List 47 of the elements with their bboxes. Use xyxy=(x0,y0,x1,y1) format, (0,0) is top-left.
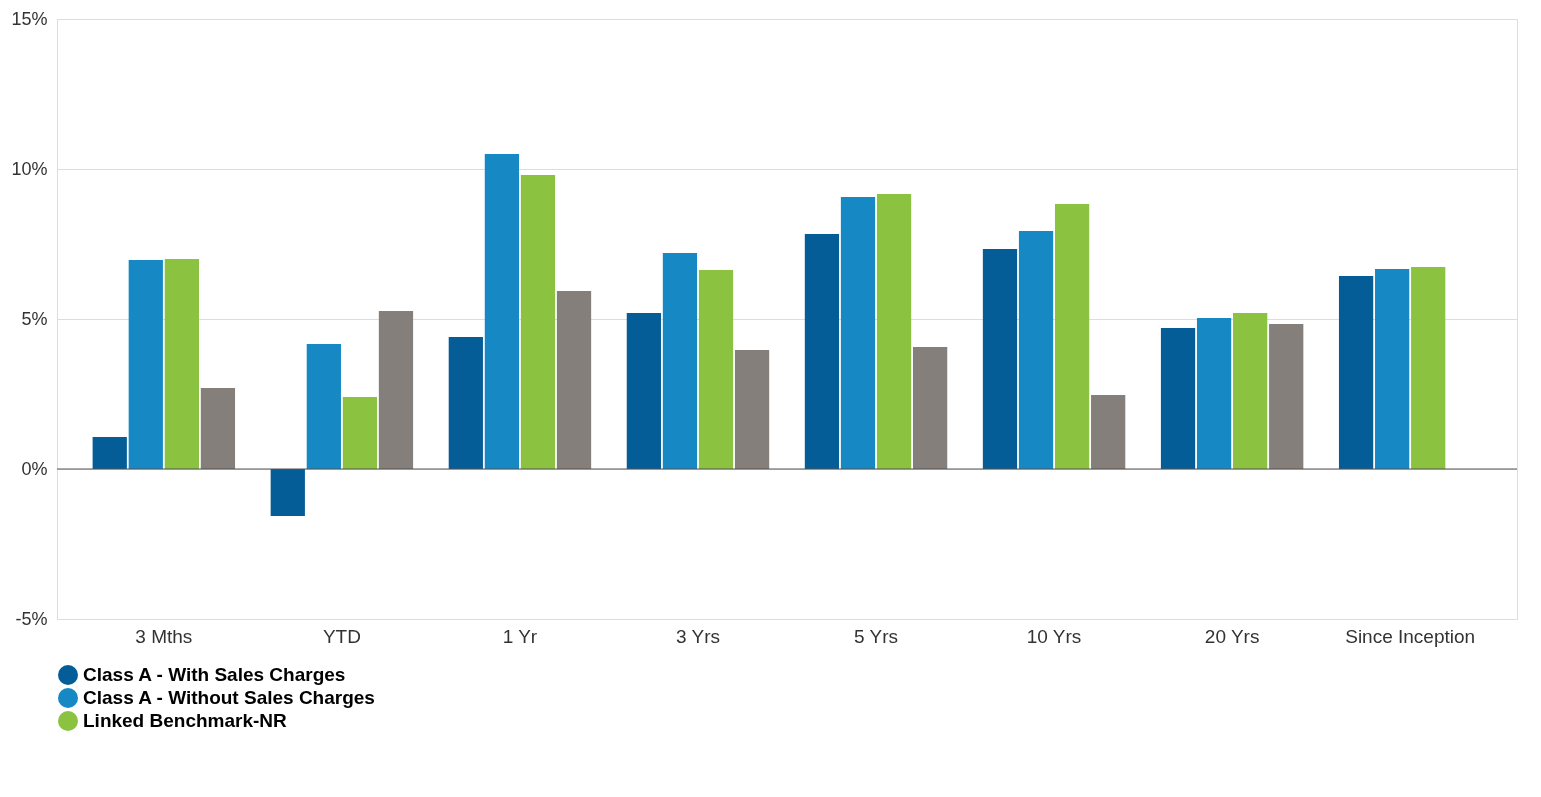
bar xyxy=(448,337,483,469)
bar xyxy=(698,270,734,469)
bar xyxy=(128,259,163,469)
bar xyxy=(1054,204,1090,469)
bar xyxy=(520,175,556,469)
x-tick-label: YTD xyxy=(322,625,361,647)
bar xyxy=(804,234,840,469)
bar xyxy=(342,397,378,469)
bar xyxy=(484,154,520,469)
bar xyxy=(306,343,341,469)
bar xyxy=(876,193,912,469)
legend-label: Linked Benchmark-NR xyxy=(83,710,288,731)
bar xyxy=(270,469,305,517)
y-tick-label: 5% xyxy=(21,308,48,329)
bar xyxy=(1018,231,1054,469)
x-tick-label: 20 Yrs xyxy=(1204,625,1260,647)
x-tick-label: 5 Yrs xyxy=(854,625,899,647)
bar xyxy=(840,196,876,469)
bar xyxy=(1411,267,1446,469)
bar xyxy=(626,313,662,469)
bar xyxy=(1375,268,1410,469)
x-tick-label: 1 Yr xyxy=(502,625,538,647)
bar xyxy=(1269,324,1304,469)
y-tick-label: 15% xyxy=(11,8,48,29)
bar xyxy=(662,253,698,469)
x-tick-label: 3 Mths xyxy=(135,625,193,647)
bar xyxy=(1091,394,1126,469)
bar xyxy=(556,291,592,469)
bar xyxy=(92,436,127,469)
bar xyxy=(734,349,770,469)
legend-label: Class A - Without Sales Charges xyxy=(83,687,375,708)
bar xyxy=(1196,318,1232,469)
bar xyxy=(1160,328,1196,469)
y-tick-label: 10% xyxy=(11,158,48,179)
y-tick-label: -5% xyxy=(15,608,48,629)
bar xyxy=(164,259,199,469)
bar xyxy=(1233,313,1268,469)
legend-label: Class A - With Sales Charges xyxy=(83,664,346,685)
bar xyxy=(982,249,1018,469)
bar xyxy=(200,388,236,469)
bar xyxy=(378,310,414,469)
bar xyxy=(912,346,948,469)
x-tick-label: 3 Yrs xyxy=(675,625,720,647)
x-tick-label: 10 Yrs xyxy=(1026,625,1082,647)
bar xyxy=(1338,276,1374,469)
y-tick-label: 0% xyxy=(21,458,48,479)
x-tick-label: Since Inception xyxy=(1345,625,1476,647)
